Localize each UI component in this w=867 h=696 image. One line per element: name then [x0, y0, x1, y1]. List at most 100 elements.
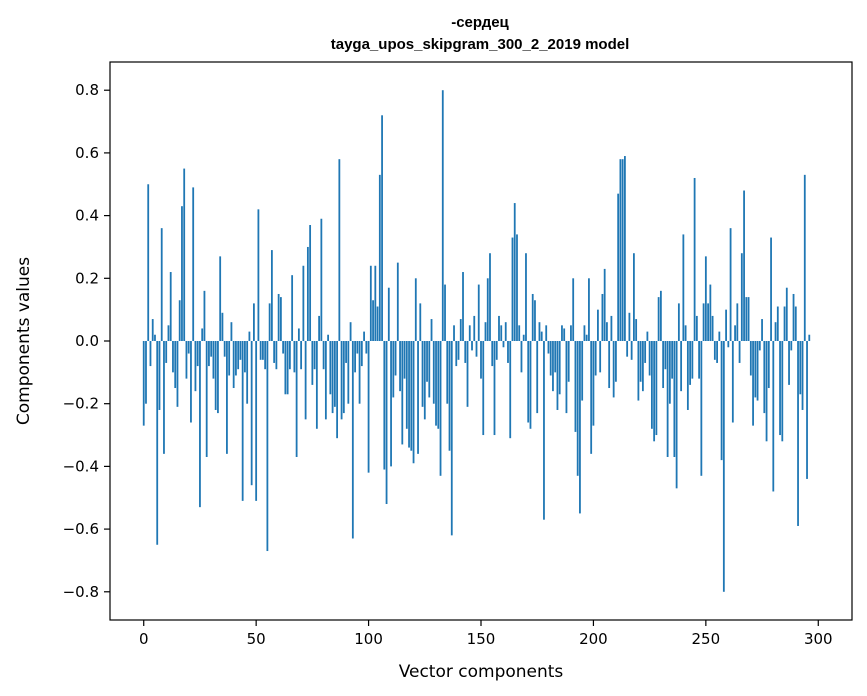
bar	[624, 156, 626, 341]
bar	[277, 293, 280, 341]
bar	[574, 341, 577, 432]
bar	[448, 341, 451, 451]
bar	[752, 341, 754, 426]
bar	[282, 341, 285, 354]
bar	[743, 190, 745, 341]
bar	[554, 341, 557, 373]
bar	[221, 312, 224, 341]
bar	[610, 315, 613, 341]
bar	[516, 234, 518, 341]
bar	[572, 278, 575, 341]
bar	[444, 284, 446, 341]
bar	[689, 341, 692, 385]
bar	[504, 322, 507, 341]
bar	[390, 341, 392, 467]
x-tick-label: 300	[804, 630, 833, 648]
bar	[147, 184, 150, 341]
bar	[408, 341, 410, 448]
bar	[585, 334, 588, 341]
x-tick-label: 100	[354, 630, 383, 648]
y-tick-label: −0.4	[63, 457, 99, 475]
bar	[421, 341, 424, 407]
bar	[226, 341, 228, 454]
bar	[311, 341, 314, 385]
bar	[142, 341, 145, 426]
bar	[410, 341, 413, 451]
bar	[702, 303, 705, 341]
bar	[468, 325, 471, 341]
bar	[383, 341, 386, 470]
bar	[367, 341, 370, 473]
bar	[376, 306, 379, 341]
bar	[671, 341, 674, 379]
bar	[540, 331, 543, 341]
bar	[484, 322, 487, 341]
bar	[720, 341, 723, 461]
bar	[583, 325, 586, 341]
bar	[758, 341, 761, 351]
bar	[385, 341, 388, 505]
bar	[349, 322, 352, 341]
bar	[151, 319, 154, 341]
bar	[320, 218, 323, 341]
bar	[767, 341, 770, 389]
bar	[262, 341, 264, 360]
bar	[374, 265, 377, 341]
bar	[253, 303, 255, 341]
bar	[680, 341, 683, 392]
bar	[781, 341, 784, 442]
bar	[655, 341, 658, 436]
bar	[322, 341, 325, 370]
bar	[259, 341, 262, 360]
bar	[331, 341, 334, 414]
bar	[203, 290, 206, 341]
bar	[806, 341, 808, 479]
bar	[725, 309, 727, 341]
bar	[318, 315, 321, 341]
bar	[664, 341, 667, 370]
bar	[543, 341, 545, 520]
bar	[770, 237, 772, 341]
bar	[228, 341, 231, 376]
bar	[576, 341, 579, 476]
bar	[653, 341, 656, 442]
bar	[257, 209, 260, 341]
bar	[246, 341, 249, 404]
bar	[432, 341, 435, 404]
bar	[399, 341, 401, 392]
bar	[304, 341, 307, 420]
bar	[241, 341, 244, 501]
bar	[351, 341, 354, 539]
bar	[619, 159, 622, 341]
bar	[446, 341, 449, 404]
bar	[522, 334, 525, 341]
bar	[713, 341, 716, 360]
bar	[426, 341, 428, 382]
y-tick-label: 0.8	[75, 81, 99, 99]
bar	[392, 341, 395, 398]
bar	[700, 341, 703, 476]
bar	[549, 341, 552, 376]
bar	[558, 341, 561, 395]
bar	[219, 256, 222, 341]
y-tick-label: 0.0	[75, 332, 99, 350]
bar	[217, 341, 219, 414]
bar	[338, 159, 341, 341]
bar	[405, 341, 408, 429]
bar	[763, 341, 766, 414]
bar	[513, 203, 516, 341]
bar	[196, 341, 199, 367]
bar	[747, 297, 750, 341]
bar	[612, 341, 615, 398]
y-axis-label: Components values	[14, 257, 34, 425]
bar	[709, 284, 712, 341]
bar	[286, 341, 289, 395]
bar	[288, 341, 291, 370]
bar	[145, 341, 147, 404]
x-tick-label: 250	[692, 630, 721, 648]
bar	[300, 341, 303, 370]
bar	[761, 319, 763, 341]
bar	[255, 341, 258, 501]
bar	[340, 341, 343, 420]
